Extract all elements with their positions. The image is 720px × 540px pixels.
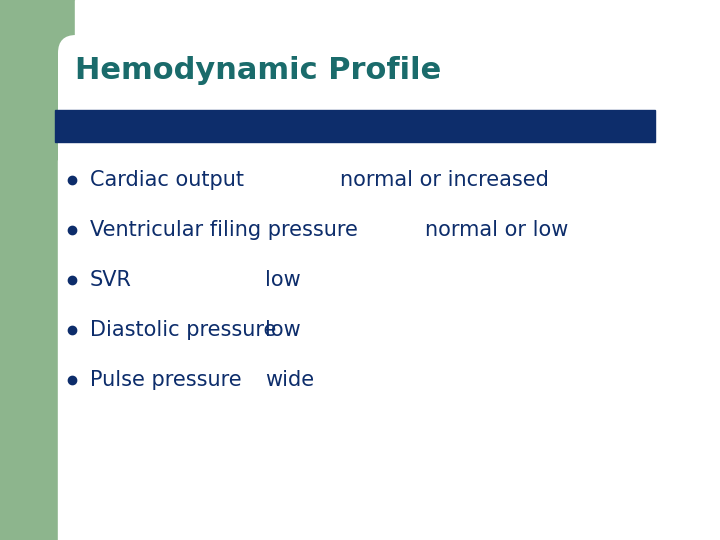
Bar [58, 160, 78, 540]
Bar [0, 0, 58, 540]
Bar [55, 110, 655, 142]
Text: Pulse pressure: Pulse pressure [90, 370, 242, 390]
Text: SVR: SVR [90, 270, 132, 290]
Bar [0, 0, 230, 170]
FancyBboxPatch shape [58, 35, 720, 540]
Text: wide: wide [265, 370, 314, 390]
Text: low: low [265, 320, 301, 340]
Text: Diastolic pressure: Diastolic pressure [90, 320, 276, 340]
Text: normal or low: normal or low [425, 220, 568, 240]
Text: normal or increased: normal or increased [340, 170, 549, 190]
Text: Cardiac output: Cardiac output [90, 170, 244, 190]
Bar [75, 0, 720, 540]
Text: low: low [265, 270, 301, 290]
Text: Hemodynamic Profile: Hemodynamic Profile [75, 56, 441, 85]
Text: Ventricular filing pressure: Ventricular filing pressure [90, 220, 358, 240]
